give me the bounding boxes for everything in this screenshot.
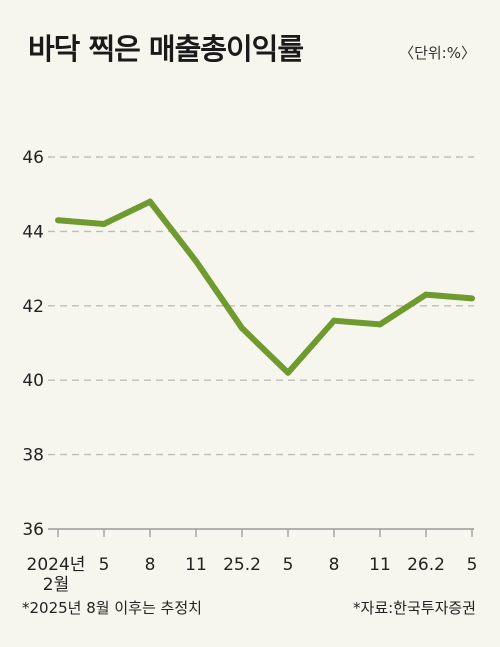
y-tick-label: 40 <box>22 371 44 391</box>
data-point <box>423 291 429 298</box>
data-point <box>469 295 475 302</box>
unit-label: 〈단위:%〉 <box>399 44 476 62</box>
y-tick-label: 36 <box>22 520 44 540</box>
x-tick-label: 5 <box>99 555 110 575</box>
x-tick-label: 11 <box>369 555 391 575</box>
data-point <box>285 369 291 376</box>
x-tick-label: 5 <box>283 555 294 575</box>
y-tick-label: 42 <box>22 297 44 317</box>
data-point <box>193 258 199 265</box>
x-tick-label: 2024년 <box>27 555 86 575</box>
data-point <box>331 317 337 324</box>
x-tick-label: 25.2 <box>223 555 261 575</box>
y-tick-label: 38 <box>22 446 44 466</box>
x-tick-label: 5 <box>467 555 478 575</box>
data-point <box>239 325 245 332</box>
y-tick-label: 46 <box>22 148 44 168</box>
chart-title: 바닥 찍은 매출총이익률 <box>28 32 304 66</box>
data-point <box>55 217 61 224</box>
series-line <box>57 198 473 376</box>
data-point <box>377 321 383 328</box>
y-tick-label: 44 <box>22 222 44 242</box>
footnote: *2025년 8월 이후는 추정치 <box>22 599 202 617</box>
source-note: *자료:한국투자증권 <box>353 599 476 617</box>
x-tick-label: 8 <box>329 555 340 575</box>
data-point <box>101 220 107 227</box>
x-tick-label: 8 <box>145 555 156 575</box>
data-point <box>147 198 153 205</box>
x-tick-label: 2월 <box>43 575 69 595</box>
x-tick-label: 26.2 <box>407 555 445 575</box>
x-tick-label: 11 <box>185 555 207 575</box>
